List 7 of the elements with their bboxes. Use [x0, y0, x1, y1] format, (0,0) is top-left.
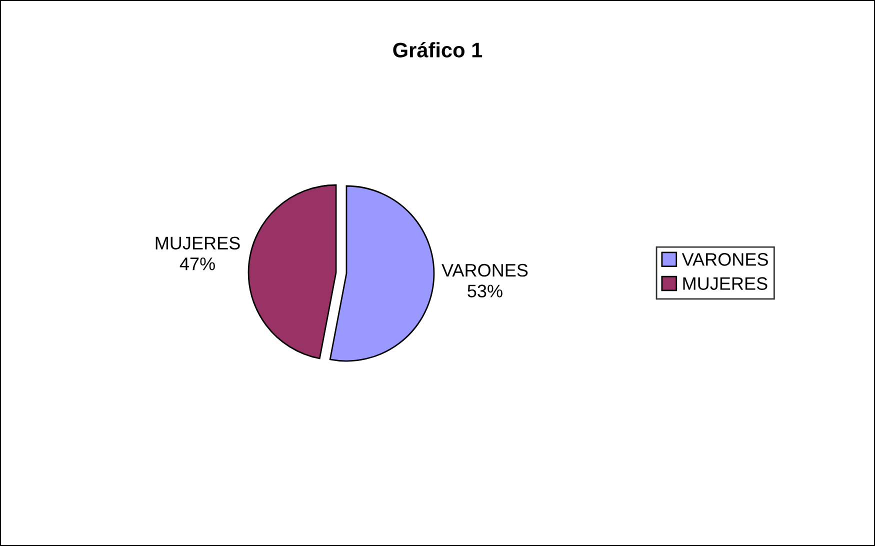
- data-label: 53%: [468, 284, 502, 298]
- chart-title: Gráfico 1: [393, 42, 482, 58]
- slice-label: MUJERES: [156, 236, 240, 250]
- legend-label: VARONES: [682, 253, 768, 266]
- data-label: 47%: [180, 258, 215, 270]
- slice-label: VARONES: [442, 264, 528, 277]
- legend-label: MUJERES: [683, 277, 768, 290]
